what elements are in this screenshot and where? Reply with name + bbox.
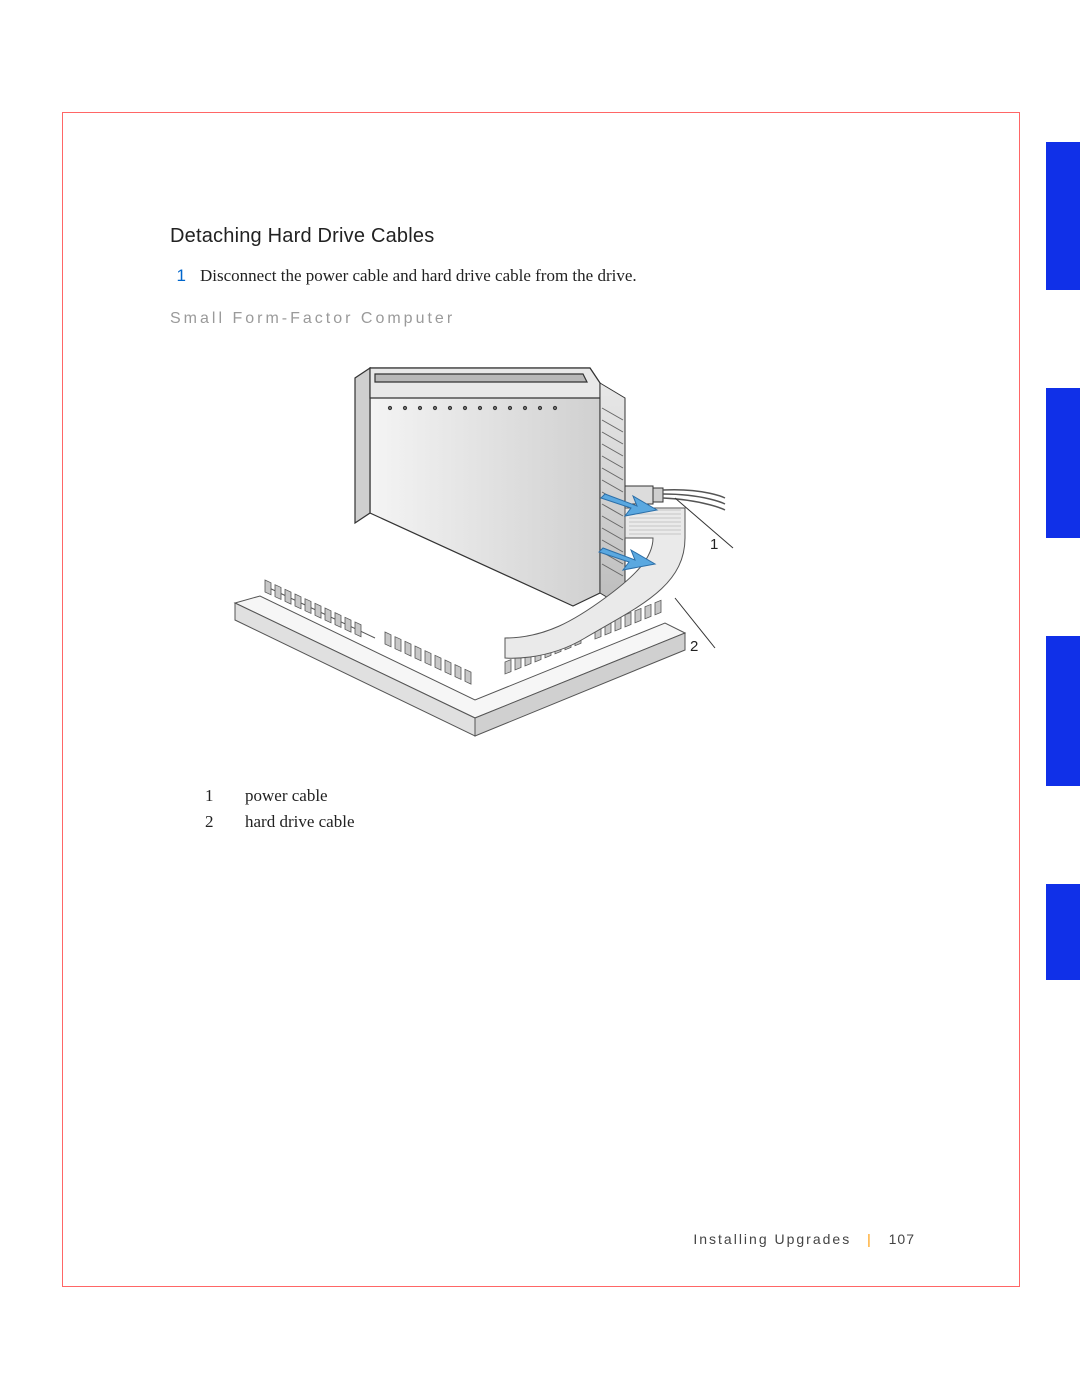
side-tab (1046, 142, 1080, 290)
figure-callout: 2 (690, 638, 698, 655)
section-heading: Detaching Hard Drive Cables (170, 225, 930, 248)
figure-callout: 1 (710, 536, 718, 553)
legend-label: hard drive cable (245, 809, 355, 835)
step-text: Disconnect the power cable and hard driv… (200, 266, 637, 286)
side-tab (1046, 388, 1080, 538)
footer-page-number: 107 (889, 1231, 915, 1247)
legend-row: 1 power cable (205, 783, 930, 809)
footer-section: Installing Upgrades (693, 1231, 851, 1247)
content-area: Detaching Hard Drive Cables 1 Disconnect… (170, 225, 930, 836)
step-number: 1 (170, 266, 186, 286)
page: Detaching Hard Drive Cables 1 Disconnect… (0, 0, 1080, 1397)
step-row: 1 Disconnect the power cable and hard dr… (170, 266, 930, 286)
side-tab (1046, 636, 1080, 786)
figure-legend: 1 power cable 2 hard drive cable (205, 783, 930, 836)
drive-illustration (205, 338, 825, 758)
legend-label: power cable (245, 783, 328, 809)
side-tabs (1046, 142, 1080, 1078)
legend-row: 2 hard drive cable (205, 809, 930, 835)
figure-subheading: Small Form-Factor Computer (170, 310, 930, 328)
footer-separator: | (867, 1231, 873, 1247)
legend-number: 2 (205, 809, 217, 835)
legend-number: 1 (205, 783, 217, 809)
figure: 1 2 (170, 338, 930, 763)
page-footer: Installing Upgrades | 107 (693, 1231, 915, 1247)
side-tab (1046, 884, 1080, 980)
